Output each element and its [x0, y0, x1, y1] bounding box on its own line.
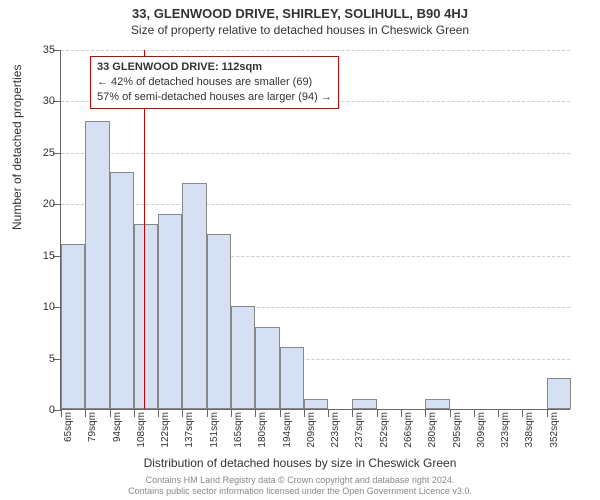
gridline [61, 153, 570, 154]
x-tick [498, 409, 499, 417]
histogram-bar [207, 234, 231, 409]
x-tick [328, 409, 329, 417]
histogram-bar [110, 172, 134, 409]
footer-line1: Contains HM Land Registry data © Crown c… [0, 475, 600, 486]
x-tick [377, 409, 378, 417]
x-tick-label: 79sqm [87, 412, 98, 452]
gridline [61, 204, 570, 205]
chart-area: 0510152025303565sqm79sqm94sqm108sqm122sq… [60, 50, 570, 410]
y-tick-label: 35 [27, 44, 55, 56]
x-tick [110, 409, 111, 417]
callout-line2: ← 42% of detached houses are smaller (69… [97, 75, 332, 90]
x-tick-label: 151sqm [209, 412, 220, 452]
x-tick-label: 194sqm [282, 412, 293, 452]
x-tick-label: 295sqm [452, 412, 463, 452]
x-tick-label: 65sqm [63, 412, 74, 452]
histogram-bar [280, 347, 304, 409]
y-tick-label: 10 [27, 301, 55, 313]
y-tick-label: 30 [27, 95, 55, 107]
x-tick-label: 165sqm [233, 412, 244, 452]
callout-line1: 33 GLENWOOD DRIVE: 112sqm [97, 60, 332, 75]
x-tick [547, 409, 548, 417]
x-tick-label: 137sqm [184, 412, 195, 452]
x-tick-label: 122sqm [160, 412, 171, 452]
histogram-bar [547, 378, 571, 409]
x-tick [450, 409, 451, 417]
y-axis-label: Number of detached properties [10, 65, 24, 230]
x-tick [61, 409, 62, 417]
histogram-bar [85, 121, 109, 409]
x-tick-label: 237sqm [354, 412, 365, 452]
chart-container: 33, GLENWOOD DRIVE, SHIRLEY, SOLIHULL, B… [0, 0, 600, 500]
x-tick [207, 409, 208, 417]
y-tick-label: 15 [27, 250, 55, 262]
x-tick-label: 223sqm [330, 412, 341, 452]
x-tick [158, 409, 159, 417]
x-tick-label: 352sqm [549, 412, 560, 452]
histogram-bar [231, 306, 255, 409]
histogram-bar [182, 183, 206, 409]
x-tick [304, 409, 305, 417]
histogram-bar [425, 399, 449, 409]
callout-line3: 57% of semi-detached houses are larger (… [97, 90, 332, 105]
x-tick-label: 252sqm [379, 412, 390, 452]
page-title: 33, GLENWOOD DRIVE, SHIRLEY, SOLIHULL, B… [0, 0, 600, 21]
histogram-bar [158, 214, 182, 409]
x-tick-label: 323sqm [500, 412, 511, 452]
x-tick-label: 309sqm [476, 412, 487, 452]
x-tick-label: 209sqm [306, 412, 317, 452]
histogram-bar [61, 244, 85, 409]
x-tick [401, 409, 402, 417]
x-tick-label: 94sqm [112, 412, 123, 452]
page-subtitle: Size of property relative to detached ho… [0, 23, 600, 37]
x-tick-label: 108sqm [136, 412, 147, 452]
footer-line2: Contains public sector information licen… [0, 486, 600, 497]
histogram-bar [352, 399, 376, 409]
histogram-bar [304, 399, 328, 409]
gridline [61, 50, 570, 51]
reference-callout: 33 GLENWOOD DRIVE: 112sqm ← 42% of detac… [90, 56, 339, 109]
x-tick-label: 338sqm [524, 412, 535, 452]
y-tick-label: 0 [27, 404, 55, 416]
histogram-bar [134, 224, 158, 409]
x-tick-label: 266sqm [403, 412, 414, 452]
x-tick [134, 409, 135, 417]
x-tick-label: 280sqm [427, 412, 438, 452]
y-tick-label: 5 [27, 353, 55, 365]
x-tick-label: 180sqm [257, 412, 268, 452]
x-tick [231, 409, 232, 417]
histogram-bar [255, 327, 279, 409]
x-tick [474, 409, 475, 417]
footer: Contains HM Land Registry data © Crown c… [0, 475, 600, 497]
y-tick-label: 25 [27, 147, 55, 159]
x-tick [280, 409, 281, 417]
x-axis-label: Distribution of detached houses by size … [0, 456, 600, 470]
y-tick-label: 20 [27, 198, 55, 210]
